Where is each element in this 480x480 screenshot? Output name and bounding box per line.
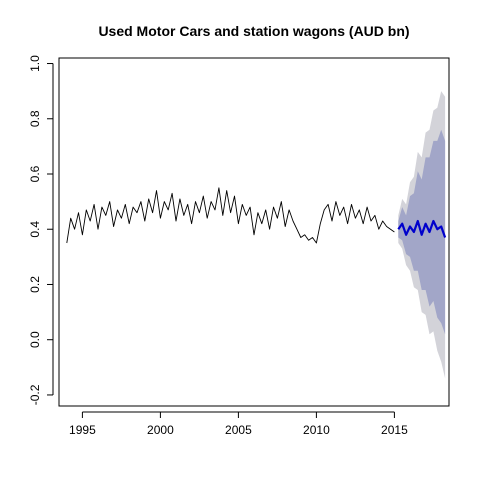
y-tick-label: 0.4 <box>28 221 42 238</box>
y-tick-label: 1.0 <box>28 55 42 72</box>
y-tick-label: 0.8 <box>28 110 42 127</box>
forecast-line <box>397 219 447 238</box>
history-line <box>66 187 395 244</box>
series-lines <box>66 187 447 244</box>
x-tick-label: 2000 <box>147 423 174 437</box>
x-axis: 1995 2000 2005 2010 2015 <box>69 411 408 437</box>
chart-title: Used Motor Cars and station wagons (AUD … <box>98 23 409 39</box>
y-axis: -0.2 0.0 0.2 0.4 0.6 0.8 1.0 <box>28 55 54 405</box>
plot-frame <box>58 57 450 407</box>
x-tick-label: 1995 <box>69 423 96 437</box>
x-tick-label: 2015 <box>381 423 408 437</box>
y-tick-label: -0.2 <box>28 384 42 405</box>
y-tick-label: 0.6 <box>28 165 42 182</box>
x-tick-label: 2010 <box>303 423 330 437</box>
y-tick-label: 0.2 <box>28 276 42 293</box>
y-tick-label: 0.0 <box>28 331 42 348</box>
x-tick-label: 2005 <box>225 423 252 437</box>
